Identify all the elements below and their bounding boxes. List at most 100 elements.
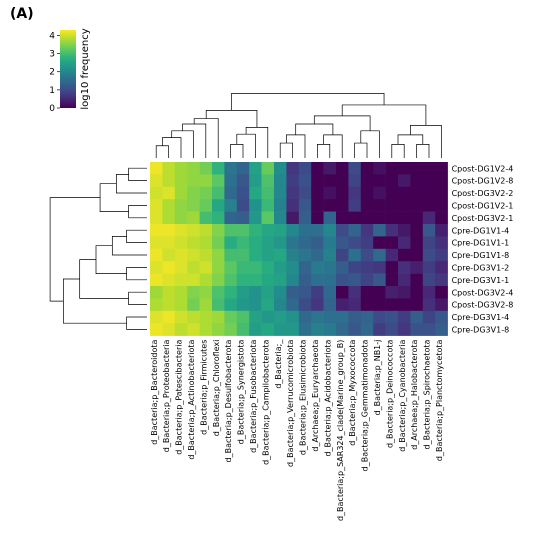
heatmap-cell	[237, 162, 250, 175]
heatmap-cell	[361, 261, 374, 274]
heatmap-cell	[237, 286, 250, 299]
y-axis-label: Cpost-DG3V2-1	[452, 214, 514, 223]
heatmap-cell	[311, 286, 324, 299]
heatmap-cell	[175, 187, 188, 200]
heatmap-cell	[336, 311, 349, 324]
heatmap-cell	[410, 286, 423, 299]
heatmap-cell	[299, 224, 312, 237]
heatmap-cell	[299, 162, 312, 175]
heatmap-cell	[336, 224, 349, 237]
x-axis-label: d_Bacteria;p_Chloroflexi	[212, 340, 221, 437]
heatmap-cell	[262, 174, 275, 187]
heatmap-cell	[212, 298, 225, 311]
heatmap-cell	[386, 286, 399, 299]
heatmap-cell	[150, 261, 163, 274]
heatmap-cell	[249, 212, 262, 225]
col-dendrogram	[156, 93, 441, 158]
heatmap-cell	[187, 162, 200, 175]
heatmap-cell	[224, 187, 237, 200]
heatmap-cell	[386, 187, 399, 200]
heatmap-cell	[386, 199, 399, 212]
x-axis-label: d_Bacteria;p_Bacteroidota	[150, 340, 159, 445]
heatmap-cell	[175, 261, 188, 274]
heatmap-cell	[249, 311, 262, 324]
heatmap-cell	[200, 236, 213, 249]
y-axis-label: Cpre-DG3V1-8	[452, 326, 510, 335]
heatmap-cell	[348, 261, 361, 274]
y-axis-label: Cpre-DG3V1-2	[452, 264, 510, 273]
heatmap-cell	[175, 249, 188, 262]
heatmap-cell	[286, 212, 299, 225]
heatmap-cell	[187, 212, 200, 225]
heatmap-cell	[175, 174, 188, 187]
heatmap-cell	[373, 249, 386, 262]
heatmap-cell	[150, 236, 163, 249]
heatmap-cell	[336, 298, 349, 311]
heatmap-cell	[162, 323, 175, 336]
heatmap-cell	[175, 236, 188, 249]
heatmap-cell	[423, 199, 436, 212]
heatmap-cell	[423, 274, 436, 287]
heatmap-cell	[386, 224, 399, 237]
colorbar-title: log10 frequency	[80, 28, 91, 109]
heatmap-cell	[249, 162, 262, 175]
heatmap-cell	[237, 187, 250, 200]
y-axis-label: Cpre-DG3V1-1	[452, 276, 510, 285]
heatmap-cell	[200, 224, 213, 237]
heatmap-cell	[175, 162, 188, 175]
heatmap-cell	[398, 212, 411, 225]
heatmap-cell	[286, 298, 299, 311]
heatmap-cell	[386, 311, 399, 324]
heatmap-cell	[249, 224, 262, 237]
heatmap-cell	[286, 286, 299, 299]
heatmap-cell	[435, 162, 448, 175]
heatmap-cell	[212, 174, 225, 187]
heatmap-cell	[162, 236, 175, 249]
heatmap-cell	[361, 249, 374, 262]
y-axis-label: Cpost-DG1V2-8	[452, 177, 514, 186]
heatmap-cell	[150, 323, 163, 336]
heatmap-cell	[237, 298, 250, 311]
heatmap-cell	[262, 323, 275, 336]
x-axis-label: d_Archaea;p_Halobacterota	[410, 340, 419, 450]
heatmap-cell	[373, 323, 386, 336]
heatmap-cell	[348, 323, 361, 336]
heatmap-cell	[224, 323, 237, 336]
heatmap-cell	[410, 261, 423, 274]
x-axis-label: d_Bacteria;p_Acidobacteriota	[323, 340, 332, 457]
heatmap-cell	[286, 311, 299, 324]
heatmap-cell	[299, 286, 312, 299]
heatmap-cell	[162, 286, 175, 299]
colorbar-tick: 0	[49, 104, 55, 114]
heatmap-cell	[324, 212, 337, 225]
heatmap-cell	[150, 199, 163, 212]
y-axis-label: Cpre-DG1V1-4	[452, 226, 510, 235]
x-axis-label: d_Bacteria;p_SAR324_clade(Marine_group_B…	[336, 340, 345, 521]
x-axis-label: d_Bacteria;p_Spirochaetota	[423, 340, 432, 450]
heatmap-cell	[162, 274, 175, 287]
heatmap-cell	[435, 199, 448, 212]
heatmap-cell	[348, 298, 361, 311]
heatmap-cell	[249, 323, 262, 336]
heatmap-cell	[162, 311, 175, 324]
heatmap-cell	[373, 174, 386, 187]
heatmap-cell	[274, 261, 287, 274]
heatmap-cell	[150, 224, 163, 237]
x-axis-label: d_Bacteria;p_Elusimicrobiota	[299, 340, 308, 456]
heatmap-cell	[373, 274, 386, 287]
heatmap-cell	[410, 298, 423, 311]
y-axis-label: Cpre-DG3V1-4	[452, 313, 510, 322]
heatmap-cell	[386, 323, 399, 336]
heatmap-cell	[212, 311, 225, 324]
heatmap-cell	[398, 311, 411, 324]
heatmap-cell	[212, 212, 225, 225]
heatmap-cell	[361, 323, 374, 336]
colorbar-tick: 4	[49, 31, 55, 41]
heatmap-cell	[361, 162, 374, 175]
heatmap-cell	[224, 249, 237, 262]
heatmap-cell	[299, 249, 312, 262]
heatmap-cell	[237, 236, 250, 249]
heatmap-cell	[187, 224, 200, 237]
x-axis-label: d_Bacteria;p_Fusobacteriota	[249, 340, 258, 453]
heatmap-cell	[200, 212, 213, 225]
